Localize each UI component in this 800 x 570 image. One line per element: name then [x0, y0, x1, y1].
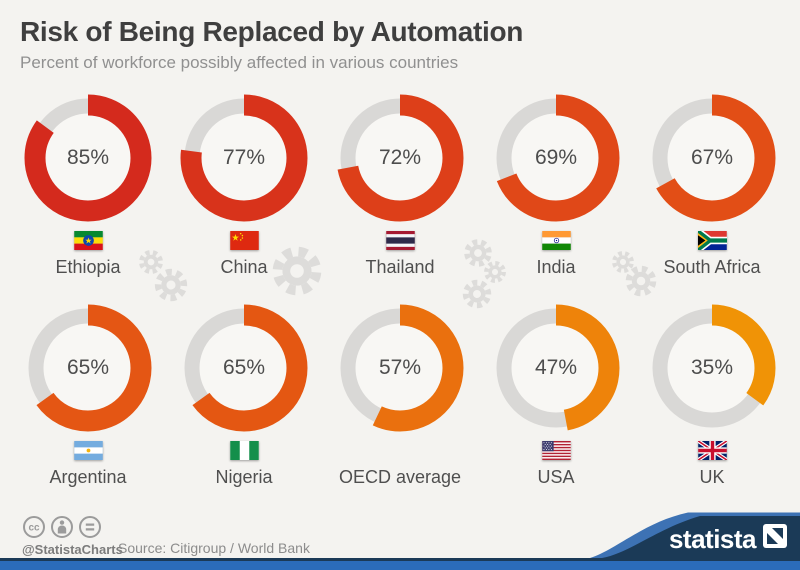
- donut-chart: 47%: [491, 303, 621, 433]
- donut-chart: 85%: [23, 93, 153, 223]
- percent-label: 69%: [534, 146, 578, 169]
- country-label: UK: [699, 467, 725, 487]
- country-card: 57% OECD average: [322, 303, 478, 488]
- country-card: 65% Argentina: [10, 303, 166, 488]
- country-card: 47% USA: [478, 303, 634, 488]
- percent-label: 85%: [66, 146, 110, 169]
- uk-flag-icon: [697, 441, 727, 460]
- creative-commons-icon: cc: [23, 516, 45, 538]
- percent-label: 67%: [690, 146, 734, 169]
- header: Risk of Being Replaced by Automation Per…: [20, 16, 523, 73]
- donut-chart: 72%: [335, 93, 465, 223]
- percent-label: 47%: [534, 356, 578, 379]
- country-card: 72% Thailand: [322, 93, 478, 278]
- donut-chart: 35%: [647, 303, 777, 433]
- country-label: USA: [537, 467, 575, 487]
- footer-blue-bar: [0, 561, 800, 570]
- page-title: Risk of Being Replaced by Automation: [20, 16, 524, 47]
- statista-logo-icon: [763, 524, 787, 553]
- country-card: 67% South Africa: [634, 93, 790, 278]
- percent-label: 77%: [222, 146, 266, 169]
- donut-chart: 77%: [179, 93, 309, 223]
- statista-wordmark: statista: [668, 523, 757, 554]
- country-label: India: [536, 257, 576, 277]
- footer-navy-line: [0, 558, 800, 561]
- usa-flag-icon: [541, 441, 571, 460]
- percent-label: 65%: [222, 356, 266, 379]
- equals-icon: [79, 516, 101, 538]
- country-label: Nigeria: [215, 467, 273, 487]
- statista-brand: statista: [669, 524, 787, 553]
- donut-chart: 65%: [23, 303, 153, 433]
- donut-chart: 67%: [647, 93, 777, 223]
- svg-text:cc: cc: [28, 523, 40, 534]
- percent-label: 57%: [378, 356, 422, 379]
- argentina-flag-icon: [73, 441, 103, 460]
- country-label: China: [220, 257, 268, 277]
- donut-chart: 65%: [179, 303, 309, 433]
- attribution-handle: @StatistaCharts: [22, 542, 123, 557]
- country-label: Thailand: [365, 257, 435, 277]
- license-icons: cc: [23, 516, 101, 538]
- percent-label: 72%: [378, 146, 422, 169]
- country-card: 65% Nigeria: [166, 303, 322, 488]
- country-label: OECD average: [338, 467, 462, 487]
- thailand-flag-icon: [385, 231, 415, 250]
- donut-row-1: 85% Ethiopia 77% China 72% Thailand 69: [10, 93, 790, 278]
- donut-chart: 57%: [335, 303, 465, 433]
- attribution-icon: [51, 516, 73, 538]
- brand-wave: [590, 512, 800, 558]
- nigeria-flag-icon: [229, 441, 259, 460]
- country-label: Argentina: [49, 467, 127, 487]
- country-card: 35% UK: [634, 303, 790, 488]
- donut-row-2: 65% Argentina 65% Nigeria 57% OECD avera…: [10, 303, 790, 488]
- china-flag-icon: [229, 231, 259, 250]
- source-note: Source: Citigroup / World Bank: [118, 540, 310, 556]
- country-label: South Africa: [663, 257, 761, 277]
- country-label: Ethiopia: [55, 257, 121, 277]
- donut-chart: 69%: [491, 93, 621, 223]
- country-card: 77% China: [166, 93, 322, 278]
- page-subtitle: Percent of workforce possibly affected i…: [20, 53, 459, 72]
- percent-label: 35%: [690, 356, 734, 379]
- south-africa-flag-icon: [697, 231, 727, 250]
- india-flag-icon: [541, 231, 571, 250]
- ethiopia-flag-icon: [73, 231, 103, 250]
- country-card: 69% India: [478, 93, 634, 278]
- percent-label: 65%: [66, 356, 110, 379]
- country-card: 85% Ethiopia: [10, 93, 166, 278]
